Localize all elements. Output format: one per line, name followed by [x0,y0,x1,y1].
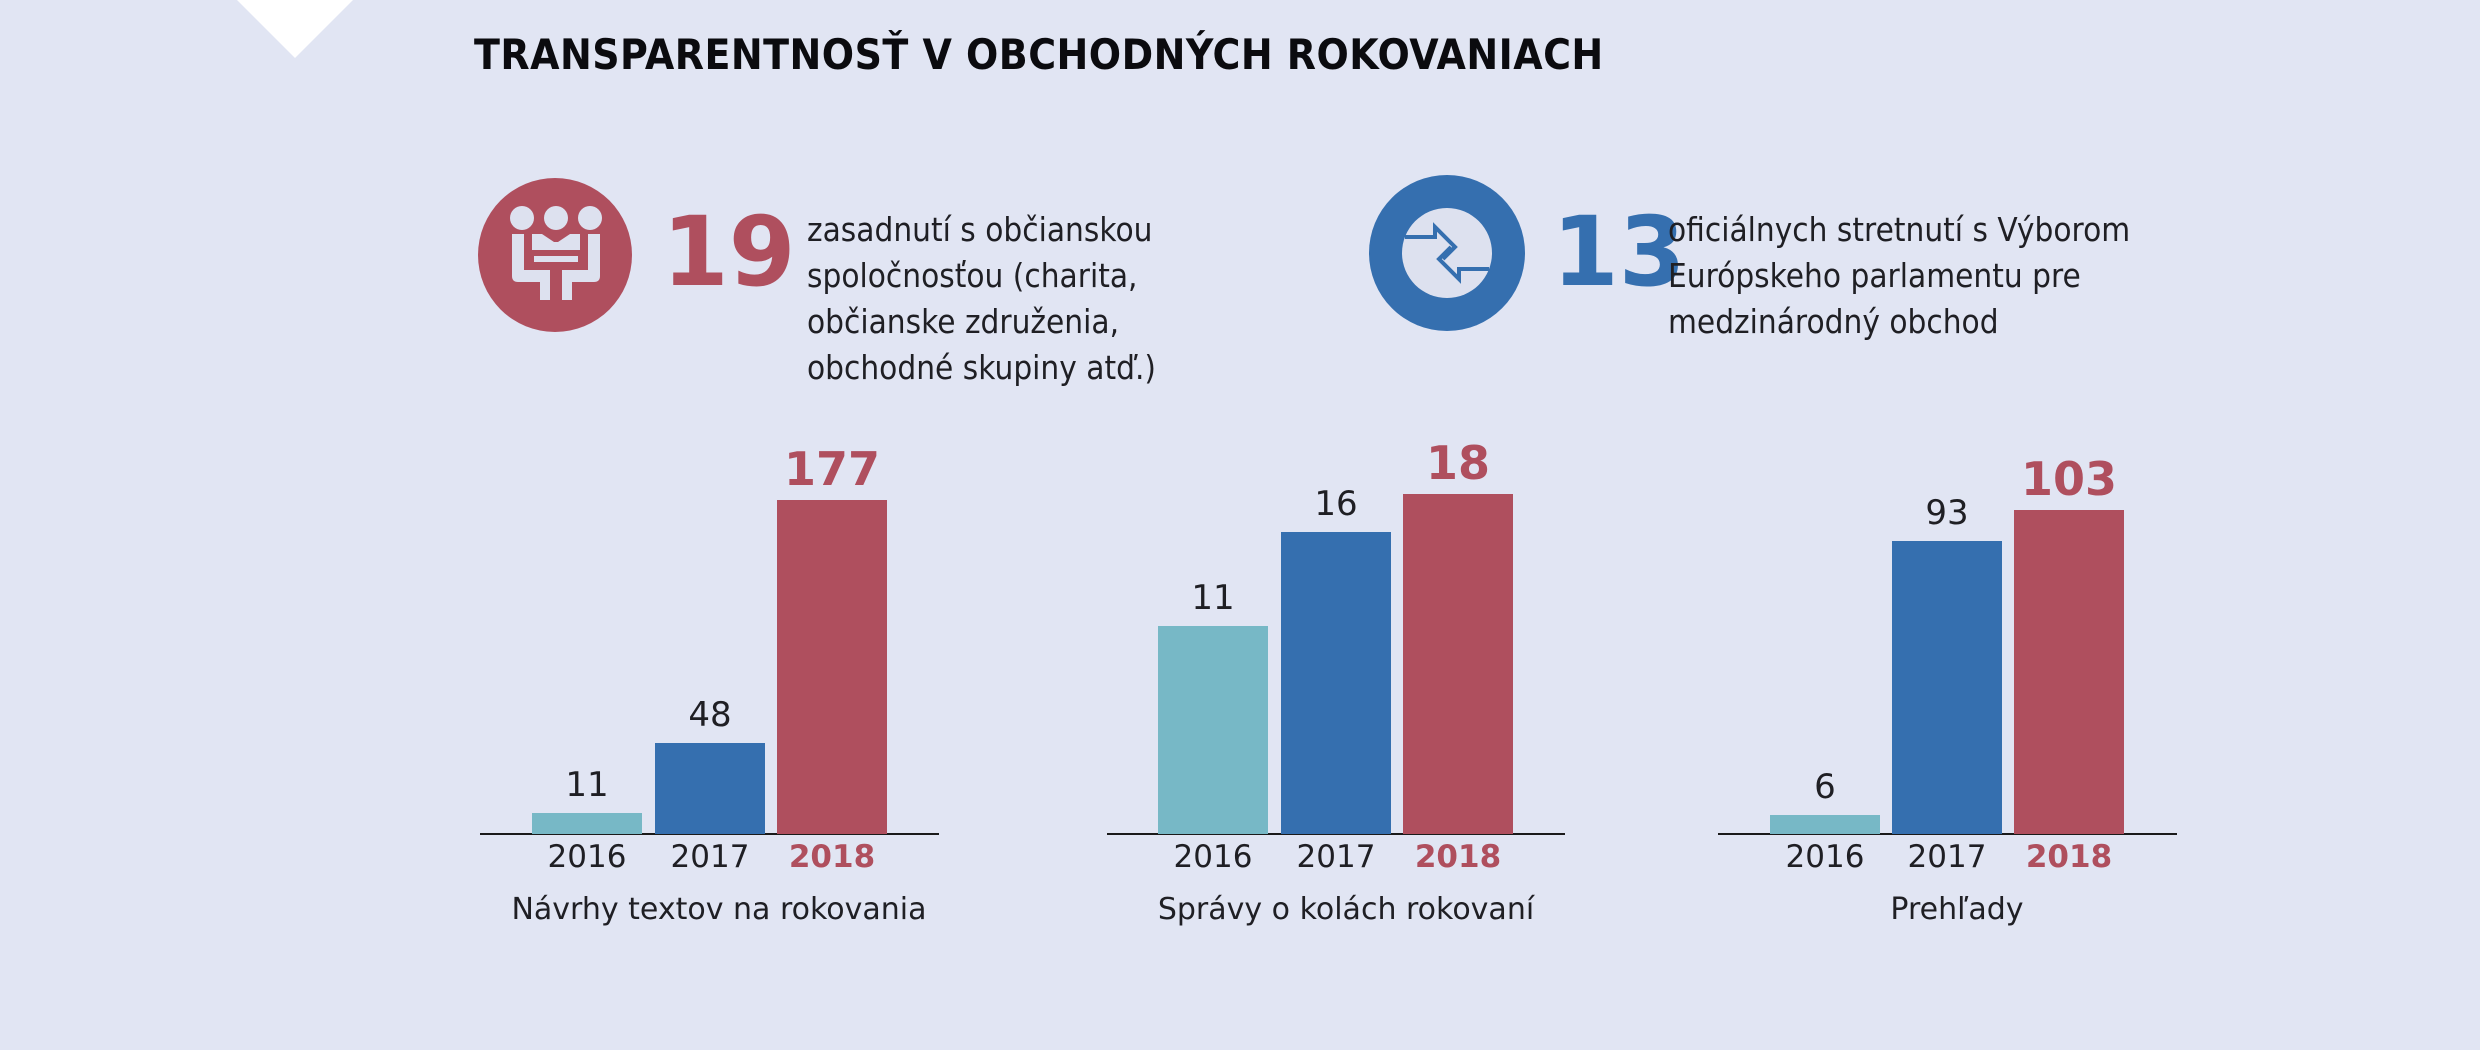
year-label-2017: 2017 [1907,839,1987,875]
page-title: TRANSPARENTNOSŤ V OBCHODNÝCH ROKOVANIACH [474,30,1604,79]
bar-2017 [655,743,765,834]
bar-2016 [532,813,642,834]
stat-description-line: občianske združenia, [807,302,1120,341]
bar-2016 [1158,626,1268,834]
stat-number: 19 [662,196,796,308]
bar-value-2016: 11 [1191,578,1235,619]
bar-2016 [1770,815,1880,834]
stat-description-line: Európskeho parlamentu pre [1668,256,2081,295]
corner-tab-decoration [237,0,353,58]
bar-2018 [777,500,887,834]
chart-caption: Správy o kolách rokovaní [1157,892,1535,927]
stat-number: 13 [1552,196,1686,308]
bar-value-2017: 93 [1925,493,1969,534]
x-axis-line [1107,833,1565,835]
x-axis-line [1718,833,2177,835]
stat-description-line: oficiálnych stretnutí s Výborom [1668,210,2131,249]
bar-2017 [1892,541,2002,834]
stat-description-line: medzinárodný obchod [1668,302,1999,341]
bar-2018 [2014,510,2124,834]
exchange-arrows-icon [1369,175,1525,331]
year-label-2018: 2018 [1414,839,1502,875]
stat-description-line: obchodné skupiny atď.) [807,348,1157,387]
bar-2018 [1403,494,1513,834]
year-label-2016: 2016 [547,839,627,875]
stat-description: zasadnutí s občianskou spoločnosťou (cha… [807,207,1156,391]
year-label-2017: 2017 [670,839,750,875]
year-label-2018: 2018 [2025,839,2113,875]
year-label-2017: 2017 [1296,839,1376,875]
people-meeting-icon [478,178,632,332]
chart-caption: Návrhy textov na rokovania [511,892,927,927]
stat-description: oficiálnych stretnutí s Výborom Európske… [1668,207,2130,345]
bar-value-2018: 18 [1425,436,1490,491]
year-label-2016: 2016 [1173,839,1253,875]
bar-2017 [1281,532,1391,834]
stat-description-line: spoločnosťou (charita, [807,256,1138,295]
year-label-2018: 2018 [788,839,876,875]
bar-value-2018: 103 [2020,452,2118,507]
bar-value-2017: 48 [688,695,732,736]
bar-value-2017: 16 [1314,484,1358,525]
year-label-2016: 2016 [1785,839,1865,875]
x-axis-line [480,833,939,835]
bar-value-2016: 6 [1814,767,1836,808]
bar-value-2016: 11 [565,765,609,806]
bar-value-2018: 177 [783,442,881,497]
stat-description-line: zasadnutí s občianskou [807,210,1153,249]
chart-caption: Prehľady [1890,892,2024,927]
